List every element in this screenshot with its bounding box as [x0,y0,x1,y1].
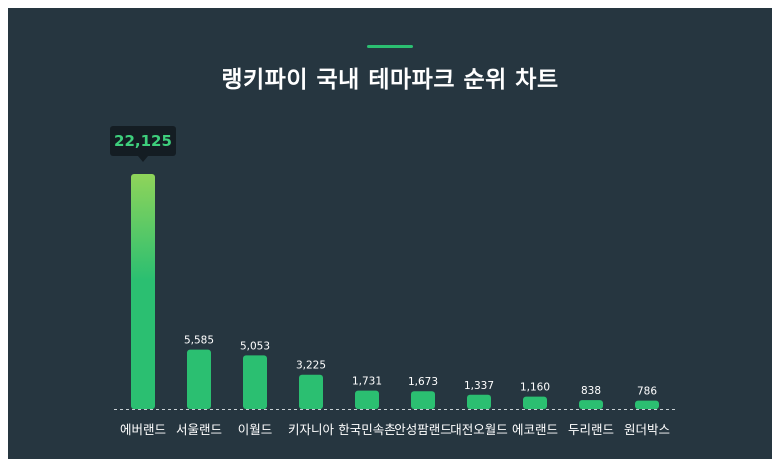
value-label: 786 [637,386,657,398]
chart-title: 랭키파이 국내 테마파크 순위 차트 [221,67,559,93]
category-label: 한국민속촌 [338,422,396,437]
bar-이월드[interactable] [243,355,267,409]
value-label: 1,731 [352,376,382,388]
bar-대전오월드[interactable] [467,394,491,409]
bar-서울랜드[interactable] [187,349,211,409]
value-label: 1,673 [408,376,438,388]
bar-한국민속촌[interactable] [355,390,379,409]
category-label: 안성팜랜드 [394,422,452,437]
category-label: 서울랜드 [176,422,222,437]
value-label: 1,160 [520,382,550,394]
value-label: 5,053 [240,340,270,352]
value-label: 3,225 [296,360,326,372]
bar-에코랜드[interactable] [523,396,547,409]
category-label: 에버랜드 [120,422,166,437]
category-label: 키자니아 [288,422,335,437]
title-accent-line [367,45,413,48]
value-label: 838 [581,385,601,397]
bar-두리랜드[interactable] [579,400,603,409]
category-label: 원더박스 [624,422,670,437]
tooltip-pointer [138,156,148,162]
value-label: 1,337 [464,380,494,392]
bar-안성팜랜드[interactable] [411,391,435,409]
value-label: 5,585 [184,335,214,347]
bar-키자니아[interactable] [299,374,323,409]
category-label: 에코랜드 [512,422,558,437]
bar-에버랜드[interactable] [131,174,155,409]
category-label: 이월드 [238,422,273,437]
tooltip-value: 22,125 [114,132,172,150]
category-label: 두리랜드 [568,422,614,437]
tooltip-box [110,126,176,156]
bar-원더박스[interactable] [635,400,659,409]
category-label: 대전오월드 [450,422,508,437]
